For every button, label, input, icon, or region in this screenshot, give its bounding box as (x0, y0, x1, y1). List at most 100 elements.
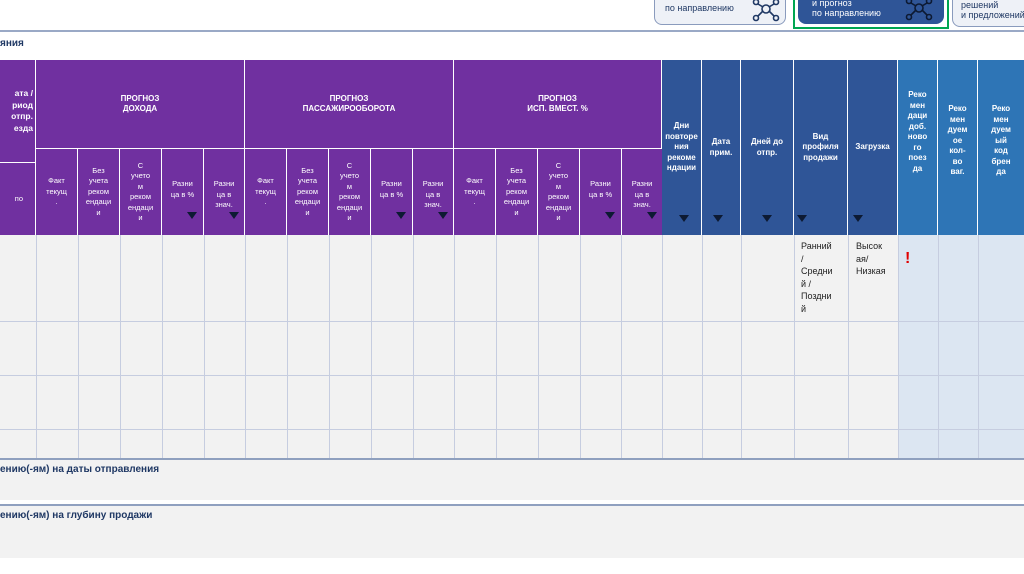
subheader-line: Без (92, 165, 105, 175)
grid-line (538, 235, 539, 458)
dropdown-triangle-icon[interactable] (396, 212, 406, 219)
dropdown-triangle-icon[interactable] (647, 212, 657, 219)
subheader-line: текущ (46, 186, 67, 196)
dropdown-triangle-icon[interactable] (438, 212, 448, 219)
subheader-label: по (14, 193, 23, 203)
nav-button-label-line2: по направлению (812, 8, 881, 18)
subheader-line: текущ (255, 186, 276, 196)
grid-line (741, 235, 742, 458)
header-line: го (913, 142, 922, 152)
header-load[interactable]: Загрузка (848, 60, 898, 235)
header-line: Реко (948, 104, 967, 113)
section-title: яния (0, 38, 24, 49)
grid-line (120, 235, 121, 458)
dropdown-triangle-icon[interactable] (605, 212, 615, 219)
dropdown-triangle-icon[interactable] (679, 215, 689, 222)
panel-title: ению(-ям) на глубину продажи (0, 510, 153, 521)
header-line: риод (12, 99, 33, 110)
nav-button-decisions[interactable]: решений и предложений (952, 0, 1024, 27)
cell-line: ая/ (856, 253, 869, 264)
table-row (0, 235, 1024, 321)
subheader-line: Разни (381, 179, 402, 188)
subheader-line: С (555, 160, 562, 170)
grid-line (662, 235, 663, 458)
header-line: отпр. (11, 111, 33, 121)
subheader-line: м (137, 181, 144, 191)
grid-line (0, 375, 1024, 376)
subheader-cell[interactable]: Разни ца в знач. (413, 148, 454, 235)
header-line: да (912, 163, 923, 173)
nav-button-analysis-forecast[interactable]: и прогноз по направлению (798, 0, 944, 24)
subheader-line: С (346, 160, 353, 170)
header-line: Дней до (750, 137, 784, 146)
sales-profile-cell[interactable]: Ранний / Средни й / Поздни й (801, 240, 833, 315)
dropdown-triangle-icon[interactable] (762, 215, 772, 222)
header-line: продажи (803, 152, 838, 162)
group-header-capacity-use: ПРОГНОЗ ИСП. ВМЕСТ. % (454, 60, 662, 148)
subheader-line: ендаци (127, 202, 154, 212)
subheader-line: и (556, 213, 561, 222)
subheader-line: реком (296, 186, 319, 196)
grid-line (245, 235, 246, 458)
header-line: мен (909, 100, 926, 110)
panel-departure-dates[interactable]: ению(-ям) на даты отправления (0, 458, 1024, 500)
subheader-line: учета (297, 176, 318, 186)
header-line: прим. (709, 147, 733, 157)
subheader-line: текущ (464, 186, 485, 196)
header-rec-brand-code: Реко мен дуем ый код брен да (978, 60, 1024, 235)
grid-line (78, 235, 79, 458)
table-row (0, 429, 1024, 458)
grid-line (454, 235, 455, 458)
subheader-line: Разни (172, 179, 193, 188)
dropdown-triangle-icon[interactable] (853, 215, 863, 222)
header-line: поез (908, 153, 927, 162)
dropdown-triangle-icon[interactable] (187, 212, 197, 219)
header-line: дуем (991, 125, 1011, 134)
grid-line (0, 429, 1024, 430)
header-line: дуем (947, 125, 968, 134)
subheader-cell[interactable]: Разни ца в знач. (204, 148, 245, 235)
cell-line: Низкая (856, 266, 886, 276)
group-title: ДОХОДА (122, 104, 158, 113)
subheader-line: Разни (422, 179, 444, 188)
subheader-cell[interactable]: Разни ца в знач. (622, 148, 663, 235)
header-line: код (994, 146, 1008, 155)
header-line: ново (907, 132, 928, 141)
header-repeat-days[interactable]: Дни повторе ния рекоме ндации (662, 60, 702, 235)
subheader-cell[interactable]: Разни ца в % (162, 148, 204, 235)
subheader-line: ца в % (379, 189, 404, 199)
header-sales-profile[interactable]: Вид профиля продажи (794, 60, 848, 235)
dropdown-triangle-icon[interactable] (229, 212, 239, 219)
grid-line (978, 235, 979, 458)
panel-sales-depth[interactable]: ению(-ям) на глубину продажи (0, 504, 1024, 558)
grid-line (371, 235, 372, 458)
subheader-line: . (473, 197, 476, 207)
nav-button-forecast-direction[interactable]: по направлению (654, 0, 786, 25)
header-line: повторе (665, 131, 698, 141)
grid-line (702, 235, 703, 458)
header-line: ндации (666, 163, 697, 173)
subheader-line: учето (548, 171, 569, 180)
subheader-line: знач. (424, 200, 442, 209)
subheader-line: ендаци (336, 202, 363, 212)
header-line: Вид (812, 131, 829, 141)
header-line: кол- (949, 146, 966, 155)
subheader-cell[interactable]: Разни ца в % (371, 148, 413, 235)
grid-line (36, 235, 37, 458)
subheader-line: Факт (257, 176, 274, 186)
dropdown-triangle-icon[interactable] (797, 215, 807, 222)
subheader-cell: Без учета реком ендаци и (496, 148, 538, 235)
dropdown-triangle-icon[interactable] (713, 215, 723, 222)
header-line: ния (674, 142, 689, 152)
subheader-cell: Факт текущ. (454, 148, 496, 235)
nav-button-label-line1: решений (961, 0, 999, 10)
header-days-to-departure[interactable]: Дней до отпр. (741, 60, 794, 235)
load-cell[interactable]: Высок ая/ Низкая (856, 240, 886, 278)
header-apply-date[interactable]: Дата прим. (702, 60, 741, 235)
cell-line: / (801, 253, 804, 264)
subheader-line: реком (547, 192, 570, 201)
subheader-line: и (347, 213, 352, 222)
group-title: ПРОГНОЗ (329, 93, 369, 103)
subheader-cell[interactable]: Разни ца в % (580, 148, 622, 235)
